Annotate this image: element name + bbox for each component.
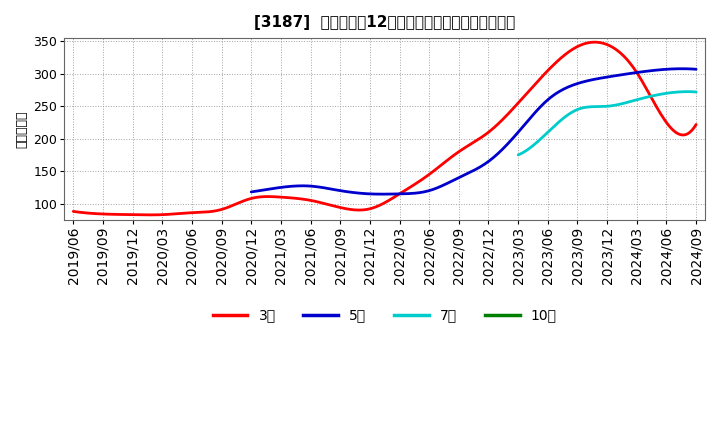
7年 xyxy=(514,152,523,158)
5年 xyxy=(512,132,521,137)
3年 xyxy=(146,212,155,217)
5年 xyxy=(677,66,685,71)
7年 xyxy=(620,101,629,106)
3年 xyxy=(590,40,598,45)
Line: 5年: 5年 xyxy=(251,69,696,194)
5年 xyxy=(521,121,529,127)
3年 xyxy=(638,78,647,84)
3年 xyxy=(69,209,78,214)
Line: 7年: 7年 xyxy=(518,92,696,155)
5年 xyxy=(652,67,660,73)
5年 xyxy=(248,189,257,194)
5年 xyxy=(692,66,701,72)
7年 xyxy=(683,89,691,94)
7年 xyxy=(514,152,523,158)
Y-axis label: （百万円）: （百万円） xyxy=(15,110,28,148)
7年 xyxy=(692,89,701,95)
3年 xyxy=(452,150,461,156)
7年 xyxy=(619,101,628,106)
Line: 3年: 3年 xyxy=(73,42,696,215)
3年 xyxy=(442,158,451,164)
5年 xyxy=(378,191,387,197)
5年 xyxy=(247,189,256,194)
5年 xyxy=(624,71,632,77)
3年 xyxy=(692,122,701,127)
7年 xyxy=(675,89,684,95)
7年 xyxy=(664,90,672,95)
3年 xyxy=(440,160,449,165)
5年 xyxy=(513,130,522,136)
3年 xyxy=(71,209,80,214)
7年 xyxy=(623,100,631,105)
Legend: 3年, 5年, 7年, 10年: 3年, 5年, 7年, 10年 xyxy=(207,303,562,328)
Title: [3187]  当期純利益12か月移動合計の標準偏差の推移: [3187] 当期純利益12か月移動合計の標準偏差の推移 xyxy=(254,15,516,30)
3年 xyxy=(598,40,607,46)
